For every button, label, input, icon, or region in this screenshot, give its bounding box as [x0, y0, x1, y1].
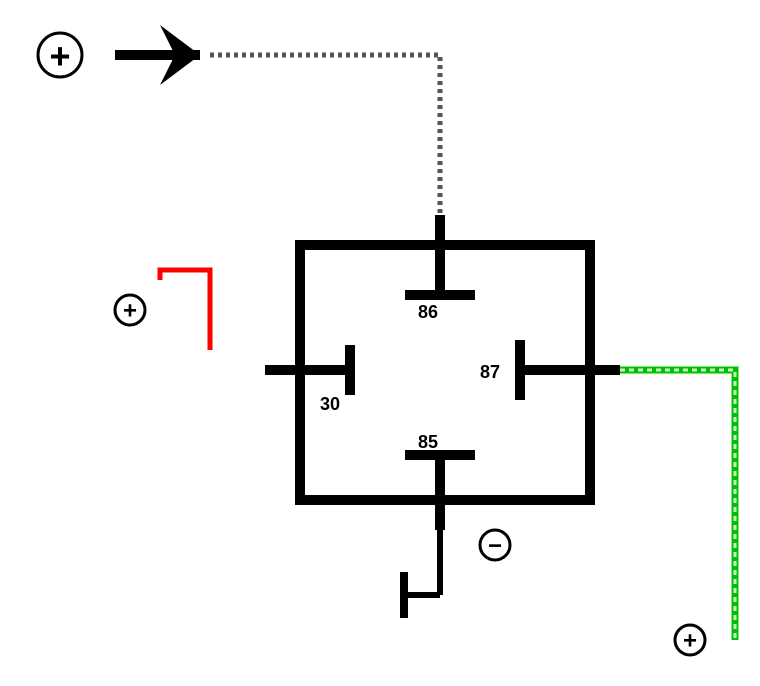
power-wire — [160, 270, 210, 350]
trigger-wire — [210, 55, 440, 215]
pin-85-label: 85 — [418, 432, 438, 452]
pin-86-label: 86 — [418, 302, 438, 322]
output-wire — [620, 370, 735, 640]
top_plus-symbol: + — [49, 36, 70, 77]
ground_minus-symbol: − — [488, 533, 502, 560]
output-wire-inner — [620, 370, 735, 640]
pin-87-label: 87 — [480, 362, 500, 382]
red_plus-symbol: + — [123, 298, 137, 325]
relay-wiring-diagram: 86 85 30 87 + + − + — [0, 0, 760, 686]
green_plus-symbol: + — [683, 628, 697, 655]
pin-30-label: 30 — [320, 394, 340, 414]
